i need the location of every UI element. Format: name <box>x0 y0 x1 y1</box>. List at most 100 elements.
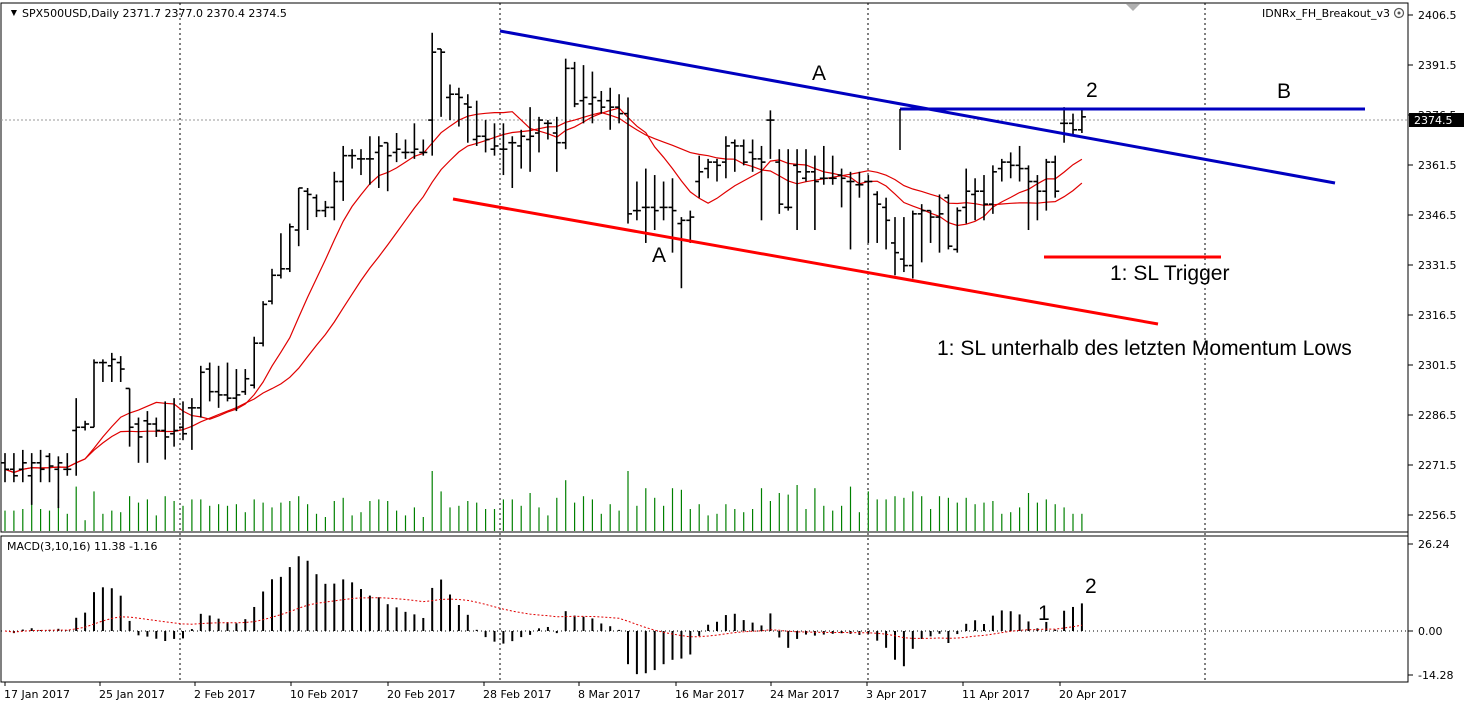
label-sl-trigger: 1: SL Trigger <box>1110 262 1229 285</box>
ohlc-bar <box>570 61 579 108</box>
ohlc-bar <box>944 194 953 250</box>
chart-shift-marker[interactable] <box>1126 4 1140 11</box>
ohlc-bar <box>472 100 481 146</box>
date-tick-label: 8 Mar 2017 <box>578 688 641 701</box>
ohlc-bar <box>1042 158 1051 211</box>
ohlc-bar <box>294 187 303 247</box>
ohlc-bar <box>739 139 748 166</box>
date-tick-label: 25 Jan 2017 <box>99 688 165 701</box>
ohlc-bar <box>988 165 997 214</box>
macd-signal-line <box>4 597 1082 639</box>
price-tick-label: 2331.5 <box>1418 259 1457 272</box>
ohlc-bar <box>9 453 18 483</box>
ohlc-bar <box>597 90 606 114</box>
ohlc-bar <box>446 84 454 121</box>
label-a-upper: A <box>812 62 826 85</box>
ohlc-bar <box>971 178 980 221</box>
ohlc-bar <box>401 139 410 159</box>
ohlc-bar <box>543 120 552 140</box>
ohlc-bar <box>891 217 899 276</box>
ohlc-bar <box>935 194 944 253</box>
macd-header: MACD(3,10,16) 11.38 -1.16 <box>7 540 158 553</box>
current-price-badge <box>1409 113 1464 127</box>
label-sl-note: 1: SL unterhalb des letzten Momentum Low… <box>937 337 1352 360</box>
ohlc-bar <box>1006 152 1015 179</box>
ohlc-bar <box>419 139 428 156</box>
upper-trendline-a[interactable] <box>499 29 1336 185</box>
ohlc-bar <box>72 398 81 476</box>
ohlc-bar <box>624 97 632 224</box>
ohlc-bar <box>107 352 116 382</box>
ohlc-bar <box>410 123 419 159</box>
price-tick-label: 2316.5 <box>1418 309 1457 322</box>
ohlc-bar <box>348 149 357 169</box>
ohlc-bar <box>241 369 250 395</box>
ohlc-bar <box>223 362 232 402</box>
ohlc-bar <box>392 133 401 163</box>
ohlc-bar <box>232 369 241 412</box>
ohlc-bar <box>437 48 446 117</box>
current-price-value: 2374.5 <box>1414 114 1453 127</box>
ohlc-bar <box>63 453 72 476</box>
ohlc-bar <box>454 87 463 127</box>
ohlc-bar <box>27 453 36 505</box>
ohlc-bar <box>481 120 490 153</box>
ohlc-bar <box>45 453 54 483</box>
ohlc-bar <box>650 175 659 231</box>
price-tick-label: 2361.5 <box>1418 159 1457 172</box>
ohlc-bar <box>873 191 882 243</box>
ohlc-bar <box>1033 175 1042 221</box>
ohlc-bar <box>668 178 677 253</box>
ohlc-bar <box>748 139 757 172</box>
date-tick-label: 24 Mar 2017 <box>770 688 840 701</box>
date-tick-label: 16 Mar 2017 <box>675 688 745 701</box>
moving-averages <box>4 107 1083 474</box>
ohlc-bar <box>677 217 686 289</box>
moving-average-line <box>4 107 1083 474</box>
date-tick-label: 28 Feb 2017 <box>483 688 551 701</box>
moving-average-line <box>4 111 1083 474</box>
indicator-settings-icon[interactable] <box>1393 7 1405 19</box>
ohlc-bar <box>152 417 161 437</box>
ohlc-bar <box>196 365 205 418</box>
ohlc-bar <box>864 175 873 243</box>
ohlc-bar <box>997 158 1006 182</box>
ohlc-bar <box>899 217 908 273</box>
ohlc-bar <box>730 139 739 172</box>
macd-tick-label: 0.00 <box>1418 625 1443 638</box>
ohlc-bar <box>214 365 223 408</box>
ohlc-bar <box>695 155 704 198</box>
date-tick-label: 2 Feb 2017 <box>194 688 255 701</box>
date-tick-label: 10 Feb 2017 <box>290 688 358 701</box>
ohlc-bar <box>187 398 196 450</box>
macd-tick-label: -14.28 <box>1418 669 1453 682</box>
ohlc-bar <box>330 171 339 221</box>
ohlc-bar <box>766 110 775 159</box>
ohlc-bar <box>508 136 517 188</box>
ohlc-bar <box>303 187 312 231</box>
ohlc-bar <box>659 181 668 221</box>
macd-tick-label: 26.24 <box>1418 538 1450 551</box>
ohlc-bar <box>285 223 294 273</box>
chart-menu-arrow-icon[interactable]: ▲ <box>10 9 17 18</box>
date-tick-label: 17 Jan 2017 <box>4 688 70 701</box>
macd-axis: 26.24 0.00 -14.28 <box>1408 538 1453 682</box>
ohlc-bar <box>1069 113 1077 137</box>
price-tick-label: 2406.5 <box>1418 9 1457 22</box>
ohlc-bar <box>775 149 784 214</box>
ohlc-bar <box>1077 110 1086 134</box>
ohlc-bar <box>81 420 90 431</box>
ohlc-bar <box>463 94 472 143</box>
date-tick-label: 3 Apr 2017 <box>866 688 927 701</box>
ohlc-bar <box>143 411 152 463</box>
ohlc-bar <box>953 207 962 253</box>
ohlc-bar <box>641 168 650 243</box>
ohlc-bar <box>917 204 926 263</box>
lower-trendline-a[interactable] <box>452 197 1159 326</box>
ohlc-bar <box>383 141 392 192</box>
ohlc-bar <box>1 453 9 483</box>
ohlc-bar <box>321 200 330 218</box>
price-tick-label: 2271.5 <box>1418 459 1457 472</box>
ohlc-bar <box>837 168 846 208</box>
